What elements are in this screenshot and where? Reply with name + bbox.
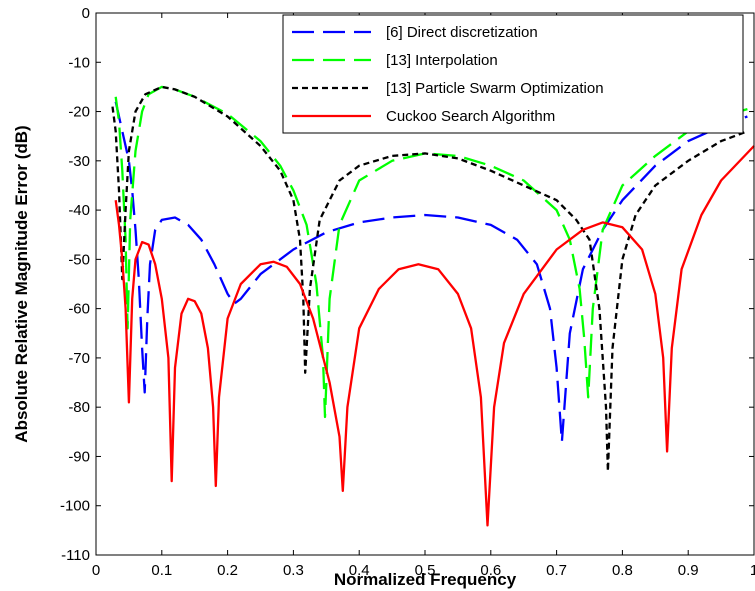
x-tick-label: 0.1 <box>151 562 172 579</box>
x-axis-title: Normalized Frequency <box>334 570 517 589</box>
y-tick-label: -60 <box>68 301 90 318</box>
x-tick-label: 0.6 <box>480 562 501 579</box>
series-line-3 <box>114 145 755 527</box>
y-tick-label: -40 <box>68 202 90 219</box>
x-tick-label: 0.9 <box>678 562 699 579</box>
y-tick-label: 0 <box>82 5 90 22</box>
y-axis-title: Absolute Relative Magnitude Error (dB) <box>12 125 31 442</box>
series-line-2 <box>111 85 748 473</box>
y-tick-label: -70 <box>68 350 90 367</box>
y-tick-label: -110 <box>61 547 90 564</box>
y-tick-label: -50 <box>68 251 90 268</box>
series-line-0 <box>114 101 748 443</box>
series-lines <box>111 85 755 527</box>
y-tick-label: -90 <box>68 448 90 465</box>
x-tick-label: 0.4 <box>349 562 370 579</box>
x-tick-label: 0.3 <box>283 562 304 579</box>
x-tick-label: 0.5 <box>415 562 436 579</box>
y-tick-label: -100 <box>60 498 90 515</box>
legend-label-1: [13] Interpolation <box>386 52 498 69</box>
x-tick-label: 0.7 <box>546 562 567 579</box>
x-axis-ticks: 0 0.1 0.2 0.3 0.4 0.5 0.6 0.7 0.8 0.9 1 <box>92 13 755 579</box>
series-line-1 <box>114 85 748 419</box>
plot-frame <box>95 12 755 556</box>
y-tick-label: -10 <box>68 54 90 71</box>
x-tick-label: 0 <box>92 562 100 579</box>
legend-label-0: [6] Direct discretization <box>386 24 538 41</box>
x-tick-label: 0.2 <box>217 562 238 579</box>
legend: [6] Direct discretization [13] Interpolat… <box>282 14 744 134</box>
legend-label-2: [13] Particle Swarm Optimization <box>386 80 604 97</box>
y-tick-label: -30 <box>68 153 90 170</box>
y-tick-label: -20 <box>68 104 90 121</box>
y-axis-ticks: 0 -10 -20 -30 -40 -50 -60 -70 -80 -90 -100 -110 <box>60 5 754 564</box>
legend-box <box>282 14 744 134</box>
x-tick-label: 0.8 <box>612 562 633 579</box>
legend-label-3: Cuckoo Search Algorithm <box>386 108 555 125</box>
x-tick-label: 1 <box>750 562 755 579</box>
y-tick-label: -80 <box>68 399 90 416</box>
